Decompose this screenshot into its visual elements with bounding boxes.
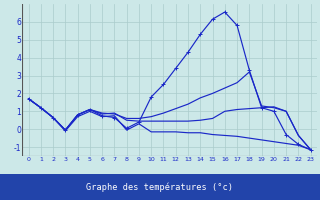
Text: Graphe des températures (°c): Graphe des températures (°c) bbox=[86, 182, 234, 192]
